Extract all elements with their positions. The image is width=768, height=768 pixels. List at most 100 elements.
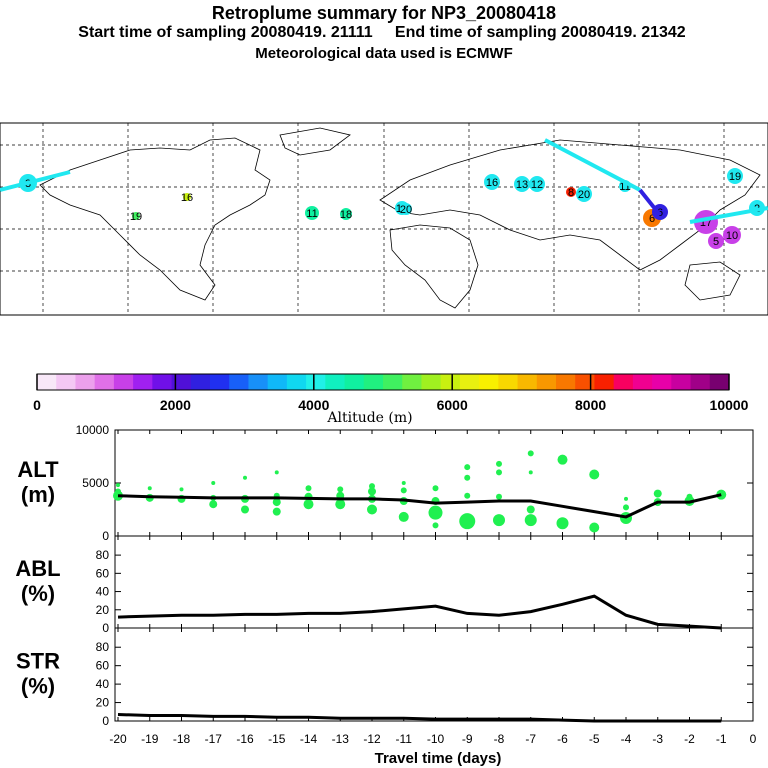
scatter-point: [179, 487, 184, 492]
y-tick-label: 0: [102, 714, 109, 728]
scatter-point: [557, 454, 568, 465]
colorbar-swatch: [632, 374, 653, 390]
colorbar-swatch: [575, 374, 595, 390]
map-marker: 19: [130, 211, 142, 223]
panel-frame: [114, 627, 754, 722]
map-marker-label: 16: [486, 177, 498, 189]
colorbar-swatch: [267, 374, 288, 390]
africa-outline: [389, 224, 479, 309]
scatter-point: [496, 460, 502, 467]
map-marker-label: 5: [713, 236, 719, 248]
panel-abl: 80 60 40 20 0 ABL(%): [15, 535, 754, 635]
colorbar-swatch: [248, 374, 269, 390]
colorbar-swatch: [517, 374, 538, 390]
map-marker-dot: [484, 174, 500, 190]
str-fraction-line: [117, 713, 722, 723]
colorbar-swatch: [152, 374, 173, 390]
map-marker-dot: [514, 176, 530, 192]
mean-altitude-line: [117, 493, 722, 519]
scatter-point: [459, 513, 476, 530]
colorbar-tick-label: 0: [33, 397, 41, 413]
scatter-point: [464, 474, 471, 481]
scatter-point: [527, 450, 534, 457]
y-tick-label: 0: [102, 529, 109, 543]
map-marker-dot: [340, 208, 352, 220]
map-trajectory: [638, 188, 662, 217]
panel-unit: (%): [21, 674, 55, 699]
scatter-point: [335, 499, 346, 510]
colorbar-swatch: [498, 374, 519, 390]
x-tick-label: -9: [462, 732, 473, 746]
map-marker-label: 19: [130, 211, 142, 223]
colorbar-swatch: [556, 374, 576, 390]
colorbar-swatch: [37, 374, 57, 390]
colorbar-swatch: [306, 374, 326, 390]
colorbar-swatch: [594, 374, 615, 390]
scatter-point: [115, 488, 121, 495]
altitude-colorbar: 0 2000 4000 6000 8000 10000 Altitude (m): [33, 373, 749, 426]
scatter-point: [623, 504, 629, 511]
scatter-point: [272, 498, 281, 507]
colorbar-swatch: [459, 374, 480, 390]
map-trajectory: [689, 206, 768, 224]
page-title: Retroplume summary for NP3_20080418: [211, 3, 557, 23]
scatter-point: [653, 489, 662, 498]
map-marker-label: 19: [729, 171, 741, 183]
panel-frame: [114, 429, 754, 537]
map-marker: 5: [708, 233, 724, 249]
colorbar-swatches: [37, 374, 730, 390]
met-data-line: Meteorological data used is ECMWF: [255, 45, 513, 62]
colorbar-swatch: [652, 374, 672, 390]
x-tick-label: -8: [494, 732, 505, 746]
colorbar-swatch: [671, 374, 692, 390]
colorbar-swatch: [383, 374, 403, 390]
x-tick-label: -1: [716, 732, 727, 746]
scatter-point: [209, 500, 218, 509]
colorbar-swatch: [709, 374, 730, 390]
map-marker: 19: [727, 168, 743, 184]
map-marker-label: 18: [340, 209, 352, 221]
x-tick-label: -15: [268, 732, 286, 746]
x-tick-label: -10: [427, 732, 445, 746]
x-tick-label: -17: [205, 732, 223, 746]
colorbar-tick-label: 2000: [160, 397, 191, 413]
scatter-point: [493, 514, 505, 527]
colorbar-tick-label: 10000: [710, 397, 749, 413]
y-tick-label: 80: [96, 640, 110, 654]
y-tick-label: 40: [96, 585, 110, 599]
map-marker-dot: [132, 212, 140, 220]
scatter-point: [428, 505, 443, 520]
colorbar-swatch: [229, 374, 249, 390]
x-tick-label: -5: [589, 732, 600, 746]
map-marker: 20: [576, 186, 592, 202]
scatter-point: [367, 504, 377, 515]
x-tick-label: 0: [750, 732, 757, 746]
scatter-point: [496, 469, 502, 476]
scatter-point: [528, 470, 533, 475]
sampling-time-line: Start time of sampling 20080419. 21111 E…: [78, 24, 686, 41]
y-tick-label: 80: [96, 548, 110, 562]
map-marker-dot: [576, 186, 592, 202]
colorbar-swatch: [133, 374, 153, 390]
x-tick-label: -16: [236, 732, 254, 746]
colorbar-swatch: [402, 374, 422, 390]
map-marker-dot: [305, 206, 319, 220]
eurasia-outline: [379, 139, 761, 271]
y-tick-label: 20: [96, 603, 110, 617]
scatter-point: [272, 507, 281, 516]
panel-label: ABL: [15, 556, 60, 581]
map-marker-label: 6: [649, 213, 655, 225]
scatter-point: [432, 522, 439, 529]
scatter-point: [305, 485, 312, 492]
map-marker-dot: [529, 176, 545, 192]
map-marker-label: 11: [306, 208, 317, 220]
y-tick-label: 5000: [82, 476, 109, 490]
colorbar-swatch: [536, 374, 557, 390]
y-tick-label: 20: [96, 696, 110, 710]
map-marker: 11: [305, 206, 319, 220]
map-coastlines: [39, 127, 761, 309]
greenland-outline: [279, 127, 351, 156]
map-marker-dot: [183, 193, 191, 201]
